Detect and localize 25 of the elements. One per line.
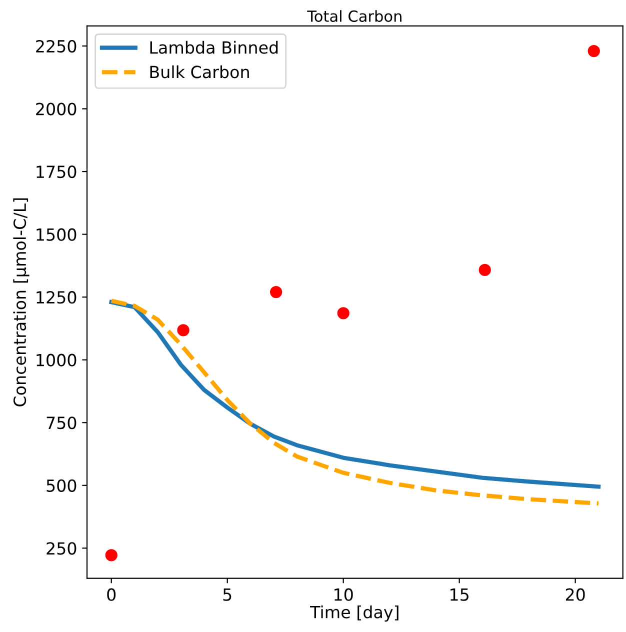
chart-title: Total Carbon: [307, 10, 402, 22]
y-tick-label: 250: [46, 542, 76, 555]
y-tick-label: 2250: [36, 40, 76, 53]
x-axis-title: Time [day]: [310, 606, 398, 622]
point: [588, 44, 600, 58]
point: [337, 307, 350, 320]
point: [105, 549, 118, 562]
y-tick-label: 1250: [36, 291, 76, 304]
legend-label: Bulk Carbon: [150, 65, 249, 78]
legend-label: Lambda Binned: [150, 40, 278, 54]
point: [177, 324, 190, 336]
y-tick-label: 500: [46, 479, 76, 492]
y-tick-label: 1500: [36, 228, 76, 241]
y-tick-label: 2000: [36, 102, 76, 116]
x-tick-label: 20: [566, 588, 585, 601]
y-axis-title: Concentration [μmol-C/L]: [13, 198, 30, 406]
y-tick-label: 1000: [36, 354, 76, 366]
y-tick-label: 750: [46, 416, 76, 430]
point: [270, 286, 282, 298]
y-tick-label: 1750: [36, 166, 76, 178]
x-tick-label: 0: [107, 588, 116, 601]
x-tick-label: 5: [223, 588, 232, 601]
point: [478, 264, 491, 276]
x-tick-label: 10: [334, 588, 353, 601]
x-tick-label: 15: [450, 588, 468, 601]
